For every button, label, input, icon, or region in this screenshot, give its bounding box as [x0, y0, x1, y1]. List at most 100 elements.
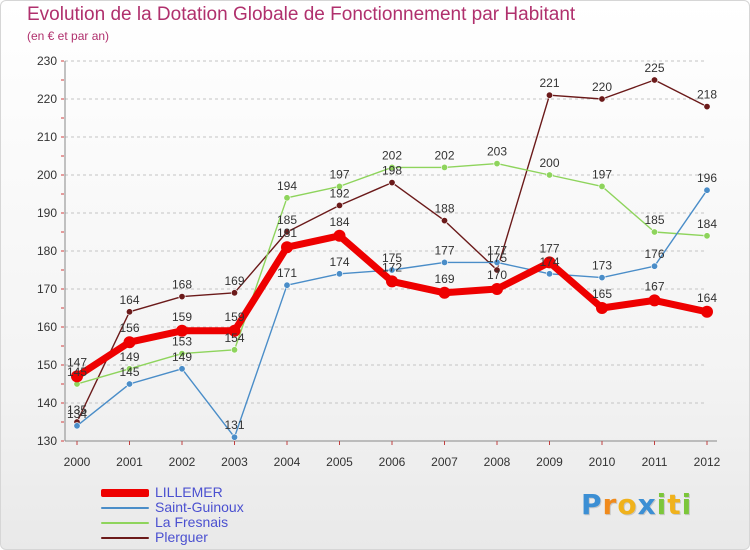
data-label: 174 — [539, 255, 559, 269]
data-point — [440, 163, 448, 171]
data-point — [493, 160, 501, 168]
data-point — [73, 422, 81, 430]
data-label: 177 — [539, 241, 559, 255]
data-point — [231, 433, 239, 441]
data-point — [545, 270, 553, 278]
data-point — [545, 171, 553, 179]
data-point — [491, 283, 503, 295]
data-point — [545, 91, 553, 99]
data-point — [283, 194, 291, 202]
y-tick-label: 140 — [37, 396, 57, 410]
data-point — [440, 217, 448, 225]
data-point — [440, 258, 448, 266]
data-point — [388, 179, 396, 187]
series-lillemer — [71, 229, 713, 383]
data-point — [703, 232, 711, 240]
data-point — [126, 308, 134, 316]
data-point — [231, 289, 239, 297]
data-label: 172 — [382, 260, 402, 274]
legend-label: Saint-Guinoux — [155, 499, 244, 515]
x-tick-label: 2006 — [379, 455, 406, 469]
data-point — [283, 228, 291, 236]
data-point — [335, 201, 343, 209]
data-label: 145 — [119, 365, 139, 379]
brand-letter: r — [602, 488, 618, 521]
x-tick-label: 2002 — [169, 455, 196, 469]
data-point — [228, 324, 241, 337]
data-point — [598, 182, 606, 190]
data-label: 131 — [224, 418, 244, 432]
data-point — [703, 103, 711, 111]
x-tick-label: 2008 — [484, 455, 511, 469]
data-label: 197 — [592, 167, 612, 181]
legend-swatch — [101, 537, 149, 540]
data-label: 153 — [172, 335, 192, 349]
brand-letter: i — [656, 488, 668, 521]
data-label: 218 — [697, 88, 717, 102]
data-label: 159 — [172, 310, 192, 324]
data-label: 169 — [434, 272, 454, 286]
data-label: 192 — [329, 186, 349, 200]
data-point — [231, 346, 239, 354]
data-point — [493, 266, 501, 274]
x-tick-label: 2001 — [116, 455, 143, 469]
data-label: 170 — [487, 268, 507, 282]
data-label: 164 — [697, 291, 717, 305]
legend-swatch — [101, 522, 149, 525]
y-tick-label: 210 — [37, 130, 57, 144]
y-tick-label: 170 — [37, 282, 57, 296]
legend-swatch — [101, 507, 149, 510]
data-label: 149 — [172, 350, 192, 364]
brand-letter: P — [581, 488, 603, 521]
data-point — [123, 336, 136, 349]
data-point — [71, 370, 83, 383]
brand-letter: o — [617, 488, 638, 521]
brand-letter: i — [681, 488, 693, 521]
data-point — [178, 350, 186, 358]
legend-item: Saint-Guinoux — [101, 500, 244, 515]
data-point — [438, 286, 451, 299]
chart-title: Evolution de la Dotation Globale de Fonc… — [27, 4, 576, 25]
data-point — [178, 365, 186, 373]
data-label: 159 — [224, 310, 244, 324]
data-label: 175 — [487, 251, 507, 265]
x-tick-label: 2010 — [589, 455, 616, 469]
axes: 130 140 150 160 170 180 190 200 210 220 230 2000 200… — [37, 54, 721, 469]
y-tick-label: 190 — [37, 206, 57, 220]
legend-item: La Fresnais — [101, 515, 244, 530]
data-label: 194 — [277, 179, 297, 193]
data-point — [176, 324, 188, 337]
y-tick-label: 200 — [37, 168, 57, 182]
brand-logo: Proxiti — [581, 488, 692, 521]
y-tick-label: 230 — [37, 54, 57, 68]
x-tick-label: 2000 — [64, 455, 91, 469]
data-point — [283, 281, 291, 289]
data-point — [335, 270, 343, 278]
data-label: 200 — [539, 156, 559, 170]
data-label: 225 — [644, 61, 664, 75]
data-point — [650, 262, 658, 270]
data-point — [126, 365, 134, 373]
data-label: 173 — [592, 259, 612, 273]
data-label: 147 — [67, 355, 87, 369]
series-la-fresnais — [73, 160, 711, 388]
data-label: 185 — [277, 213, 297, 227]
legend-item: LILLEMER — [101, 485, 244, 500]
y-tick-label: 180 — [37, 244, 57, 258]
brand-letter: t — [667, 488, 682, 521]
data-label: 221 — [539, 76, 559, 90]
data-label: 171 — [277, 266, 297, 280]
y-tick-label: 160 — [37, 320, 57, 334]
data-point — [281, 241, 293, 254]
brand-letter: x — [637, 488, 657, 521]
y-tick-label: 150 — [37, 358, 57, 372]
data-label: 197 — [329, 167, 349, 181]
data-label: 135 — [67, 403, 87, 417]
data-point — [650, 76, 658, 84]
data-point — [335, 182, 343, 190]
legend-label: LILLEMER — [155, 484, 223, 500]
data-label: 188 — [434, 202, 454, 216]
x-tick-label: 2003 — [221, 455, 248, 469]
